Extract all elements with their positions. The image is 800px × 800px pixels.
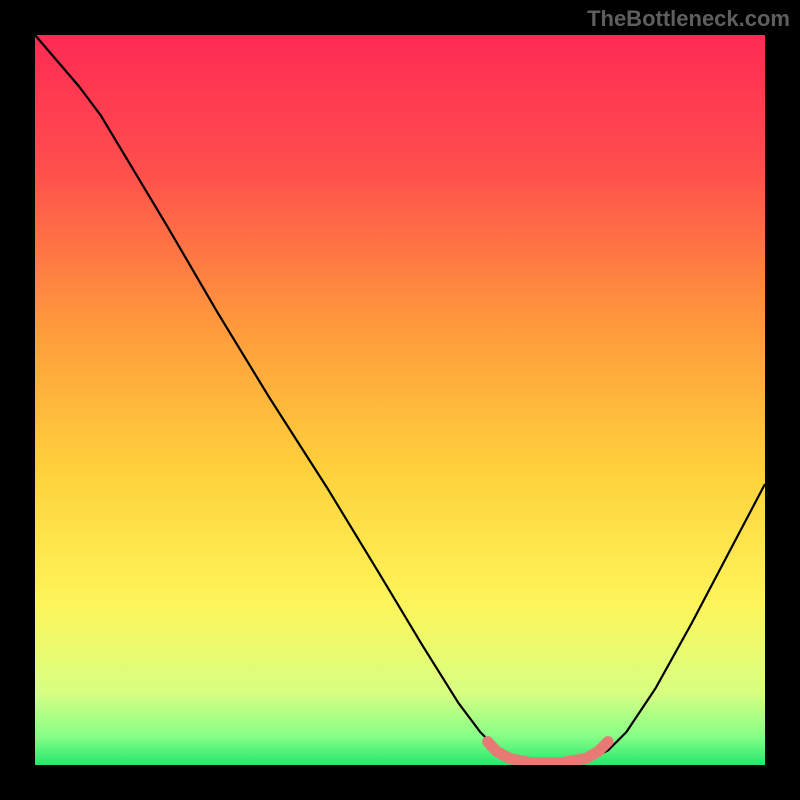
chart-container: TheBottleneck.com	[0, 0, 800, 800]
chart-svg	[0, 0, 800, 800]
watermark-text: TheBottleneck.com	[587, 6, 790, 32]
